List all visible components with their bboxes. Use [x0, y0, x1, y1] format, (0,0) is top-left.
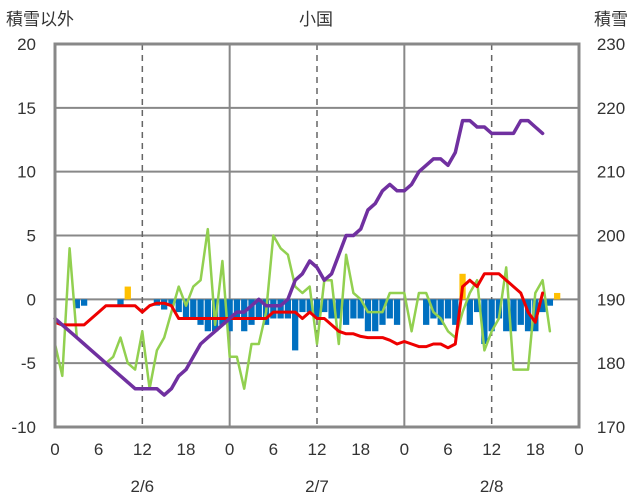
precip-bar — [292, 299, 299, 351]
precip-bar — [350, 299, 357, 319]
temperature-line — [53, 272, 545, 350]
precip-bar — [248, 299, 255, 325]
wind-line — [53, 227, 552, 390]
precip-bar — [386, 299, 393, 319]
x-tick-label: 18 — [351, 440, 370, 459]
precip-bar — [342, 299, 350, 325]
left-tick-label: -5 — [21, 354, 36, 373]
precip-bar — [197, 299, 204, 325]
precip-bar — [277, 299, 284, 319]
precip-bar — [510, 299, 517, 332]
x-tick-label: 0 — [225, 440, 234, 459]
precip-bar — [393, 299, 401, 325]
x-tick-label: 12 — [133, 440, 152, 459]
precip-bar — [488, 299, 495, 332]
right-tick-label: 220 — [597, 99, 625, 118]
precip-bar — [539, 299, 546, 313]
precip-bar — [495, 299, 503, 319]
right-tick-label: 230 — [597, 35, 625, 54]
left-tick-label: 15 — [17, 99, 36, 118]
precip-bar — [554, 292, 561, 300]
left-tick-label: 10 — [17, 163, 36, 182]
x-tick-label: 6 — [94, 440, 103, 459]
precip-bar — [117, 299, 124, 306]
left-tick-label: 5 — [27, 227, 36, 246]
left-tick-label: 0 — [27, 290, 36, 309]
precip-bar — [372, 299, 379, 332]
gridlines — [55, 44, 579, 427]
precip-bar — [423, 299, 430, 325]
precip-bar — [466, 299, 473, 325]
x-tick-label: 18 — [526, 440, 545, 459]
precip-bar — [204, 299, 211, 332]
precip-bar — [524, 299, 532, 332]
precip-bar — [335, 299, 342, 319]
snow-depth-line — [53, 118, 545, 397]
right-tick-label: 170 — [597, 418, 625, 437]
date-label: 2/8 — [480, 477, 504, 496]
precip-bar — [357, 299, 364, 319]
precip-bar — [226, 299, 233, 332]
precip-bar — [328, 299, 335, 319]
precip-bar — [80, 299, 88, 306]
right-tick-label: 190 — [597, 290, 625, 309]
precip-bar — [313, 299, 321, 319]
precip-bar — [233, 299, 241, 319]
precip-bar — [306, 299, 313, 313]
precip-bar — [452, 299, 459, 325]
precip-bar — [168, 299, 175, 306]
precip-bar — [73, 299, 80, 309]
right-tick-label: 200 — [597, 227, 625, 246]
precip-bar — [503, 299, 510, 332]
x-tick-label: 6 — [269, 440, 278, 459]
precip-bar — [532, 299, 539, 332]
precip-bar — [299, 299, 306, 313]
precip-bar — [473, 299, 481, 313]
x-tick-label: 0 — [50, 440, 59, 459]
left-tick-label: 20 — [17, 35, 36, 54]
precip-bar — [175, 299, 182, 313]
precip-bar — [546, 299, 554, 306]
precip-bar — [481, 299, 488, 345]
date-label: 2/6 — [131, 477, 155, 496]
left-axis-label: 積雪以外 — [6, 10, 74, 30]
line-series — [53, 118, 552, 397]
chart-title: 小国 — [299, 10, 333, 30]
precip-bar — [219, 299, 226, 325]
precip-bar — [437, 299, 444, 325]
precip-bar — [190, 299, 197, 319]
right-axis-label: 積雪 — [594, 10, 628, 30]
precip-bar — [321, 299, 328, 313]
right-tick-label: 210 — [597, 163, 625, 182]
x-tick-label: 12 — [482, 440, 501, 459]
precip-bar — [241, 299, 248, 332]
precip-bar — [182, 299, 190, 319]
x-tick-label: 0 — [400, 440, 409, 459]
precip-bar — [255, 299, 262, 319]
precip-bar — [270, 299, 277, 319]
precip-bar — [517, 299, 524, 325]
right-tick-label: 180 — [597, 354, 625, 373]
precip-bar — [364, 299, 372, 332]
date-label: 2/7 — [305, 477, 329, 496]
x-tick-label: 12 — [308, 440, 327, 459]
precip-bar — [444, 299, 452, 319]
precip-bar — [124, 286, 131, 300]
precip-bar — [284, 299, 292, 319]
x-tick-label: 0 — [574, 440, 583, 459]
left-tick-label: -10 — [11, 418, 36, 437]
x-tick-label: 6 — [443, 440, 452, 459]
x-tick-label: 18 — [177, 440, 196, 459]
plot-frame — [53, 42, 581, 429]
